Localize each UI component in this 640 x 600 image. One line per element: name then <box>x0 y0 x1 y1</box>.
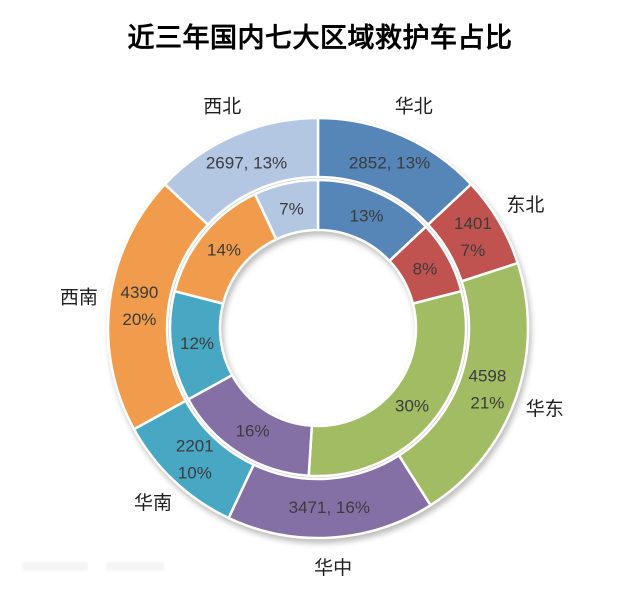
outer-ring-label-东北: 1401 <box>454 214 492 233</box>
inner-ring-segment-西北 <box>253 178 320 241</box>
inner-ring-segment-华东 <box>307 289 468 478</box>
category-label-华中: 华中 <box>314 557 352 579</box>
watermark-smudge <box>22 562 88 571</box>
inner-ring-label-华南: 12% <box>180 334 214 353</box>
outer-ring-label-华南: 10% <box>178 464 212 483</box>
outer-ring-label-西南: 20% <box>122 310 156 329</box>
category-label-西南: 西南 <box>60 286 98 308</box>
donut-labels: 2852, 13% 1401 7% 4598 21% 3471, 16% 2201 10% 43… <box>60 95 564 579</box>
category-label-西北: 西北 <box>203 95 241 117</box>
outer-ring-label-华东: 21% <box>470 394 504 413</box>
inner-ring-label-西北: 7% <box>279 199 304 218</box>
inner-ring-label-东北: 8% <box>413 260 438 279</box>
outer-ring-label-西南: 4390 <box>120 283 158 302</box>
category-label-华南: 华南 <box>134 492 172 514</box>
category-label-华东: 华东 <box>526 398 564 420</box>
outer-ring-label-东北: 7% <box>461 241 486 260</box>
watermark-smudge <box>106 562 165 571</box>
outer-ring-label-华北: 2852, 13% <box>349 153 430 172</box>
outer-ring-segment-西北 <box>163 116 320 226</box>
outer-ring-label-西北: 2697, 13% <box>206 153 287 172</box>
inner-ring-label-华东: 30% <box>395 396 429 415</box>
watermark <box>22 562 202 576</box>
outer-ring-label-华南: 2201 <box>176 437 214 456</box>
outer-ring-label-华东: 4598 <box>468 367 506 386</box>
donut-rings <box>106 116 530 540</box>
category-label-华北: 华北 <box>395 95 433 117</box>
category-label-东北: 东北 <box>506 194 544 216</box>
inner-ring-label-华中: 16% <box>236 422 270 441</box>
inner-ring-label-西南: 14% <box>207 241 241 260</box>
outer-ring-label-华中: 3471, 16% <box>289 498 370 517</box>
inner-ring-label-华北: 13% <box>349 207 383 226</box>
chart-title: 近三年国内七大区域救护车占比 <box>127 23 513 53</box>
